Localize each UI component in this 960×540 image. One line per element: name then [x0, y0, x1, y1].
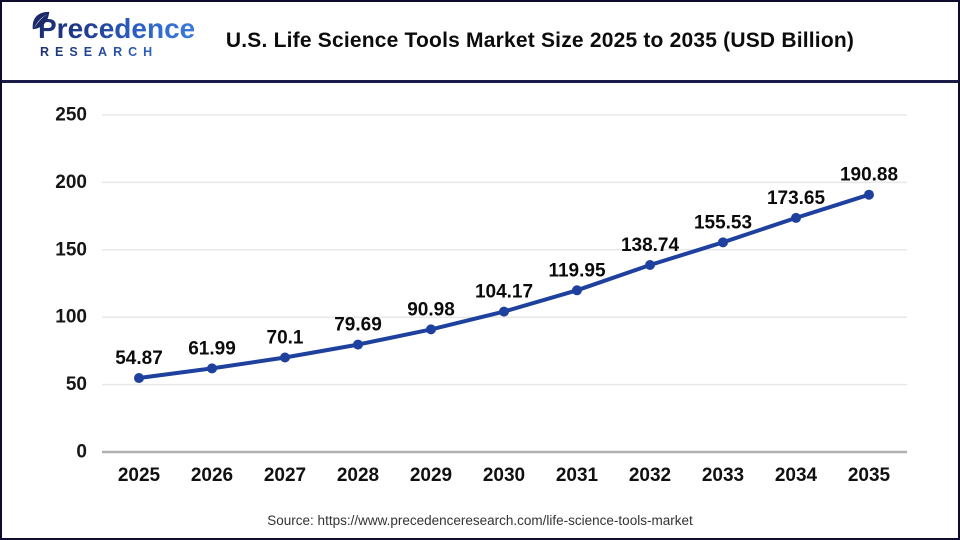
data-point-label: 155.53	[694, 212, 752, 233]
x-tick-label: 2027	[264, 465, 306, 486]
data-point	[353, 339, 363, 350]
y-tick-label: 50	[66, 374, 87, 395]
data-point	[791, 212, 801, 223]
y-tick-label: 100	[55, 307, 87, 328]
x-tick-label: 2030	[483, 465, 525, 486]
data-point	[499, 306, 509, 317]
data-point	[718, 237, 728, 248]
header: Precedence RESEARCH U.S. Life Science To…	[2, 2, 958, 83]
x-tick-label: 2034	[775, 465, 818, 486]
data-point	[426, 324, 436, 335]
y-tick-label: 250	[55, 105, 87, 126]
precedence-research-logo: Precedence RESEARCH	[24, 11, 195, 70]
data-point	[572, 285, 582, 296]
x-tick-label: 2035	[848, 465, 891, 486]
x-tick-label: 2029	[410, 465, 452, 486]
leaf-icon	[32, 11, 50, 30]
x-tick-label: 2033	[702, 465, 744, 486]
data-point	[207, 363, 217, 374]
data-point-label: 190.88	[840, 165, 898, 186]
x-tick-label: 2025	[118, 465, 161, 486]
data-point-label: 90.98	[407, 299, 455, 320]
x-tick-label: 2032	[629, 465, 671, 486]
source-text: Source: https://www.precedenceresearch.c…	[267, 513, 693, 528]
x-tick-label: 2026	[191, 465, 233, 486]
data-point	[134, 373, 144, 384]
logo-brand-text: Precedence	[24, 14, 195, 44]
data-point-label: 61.99	[188, 338, 236, 359]
data-point-label: 173.65	[767, 188, 826, 209]
data-point	[864, 189, 874, 200]
page-title: U.S. Life Science Tools Market Size 2025…	[225, 29, 855, 52]
data-point-label: 79.69	[334, 315, 382, 336]
data-point-label: 54.87	[115, 348, 163, 369]
data-point-label: 138.74	[621, 235, 680, 256]
data-point-label: 104.17	[475, 282, 533, 303]
y-tick-label: 200	[55, 172, 87, 193]
y-tick-label: 0	[76, 442, 87, 463]
data-point	[645, 259, 655, 270]
x-tick-label: 2028	[337, 465, 379, 486]
data-point	[280, 352, 290, 363]
data-point-label: 70.1	[267, 328, 304, 349]
logo-sub-text: RESEARCH	[24, 44, 194, 60]
x-tick-label: 2031	[556, 465, 599, 486]
y-tick-label: 150	[55, 239, 87, 260]
data-point-label: 119.95	[548, 260, 605, 281]
